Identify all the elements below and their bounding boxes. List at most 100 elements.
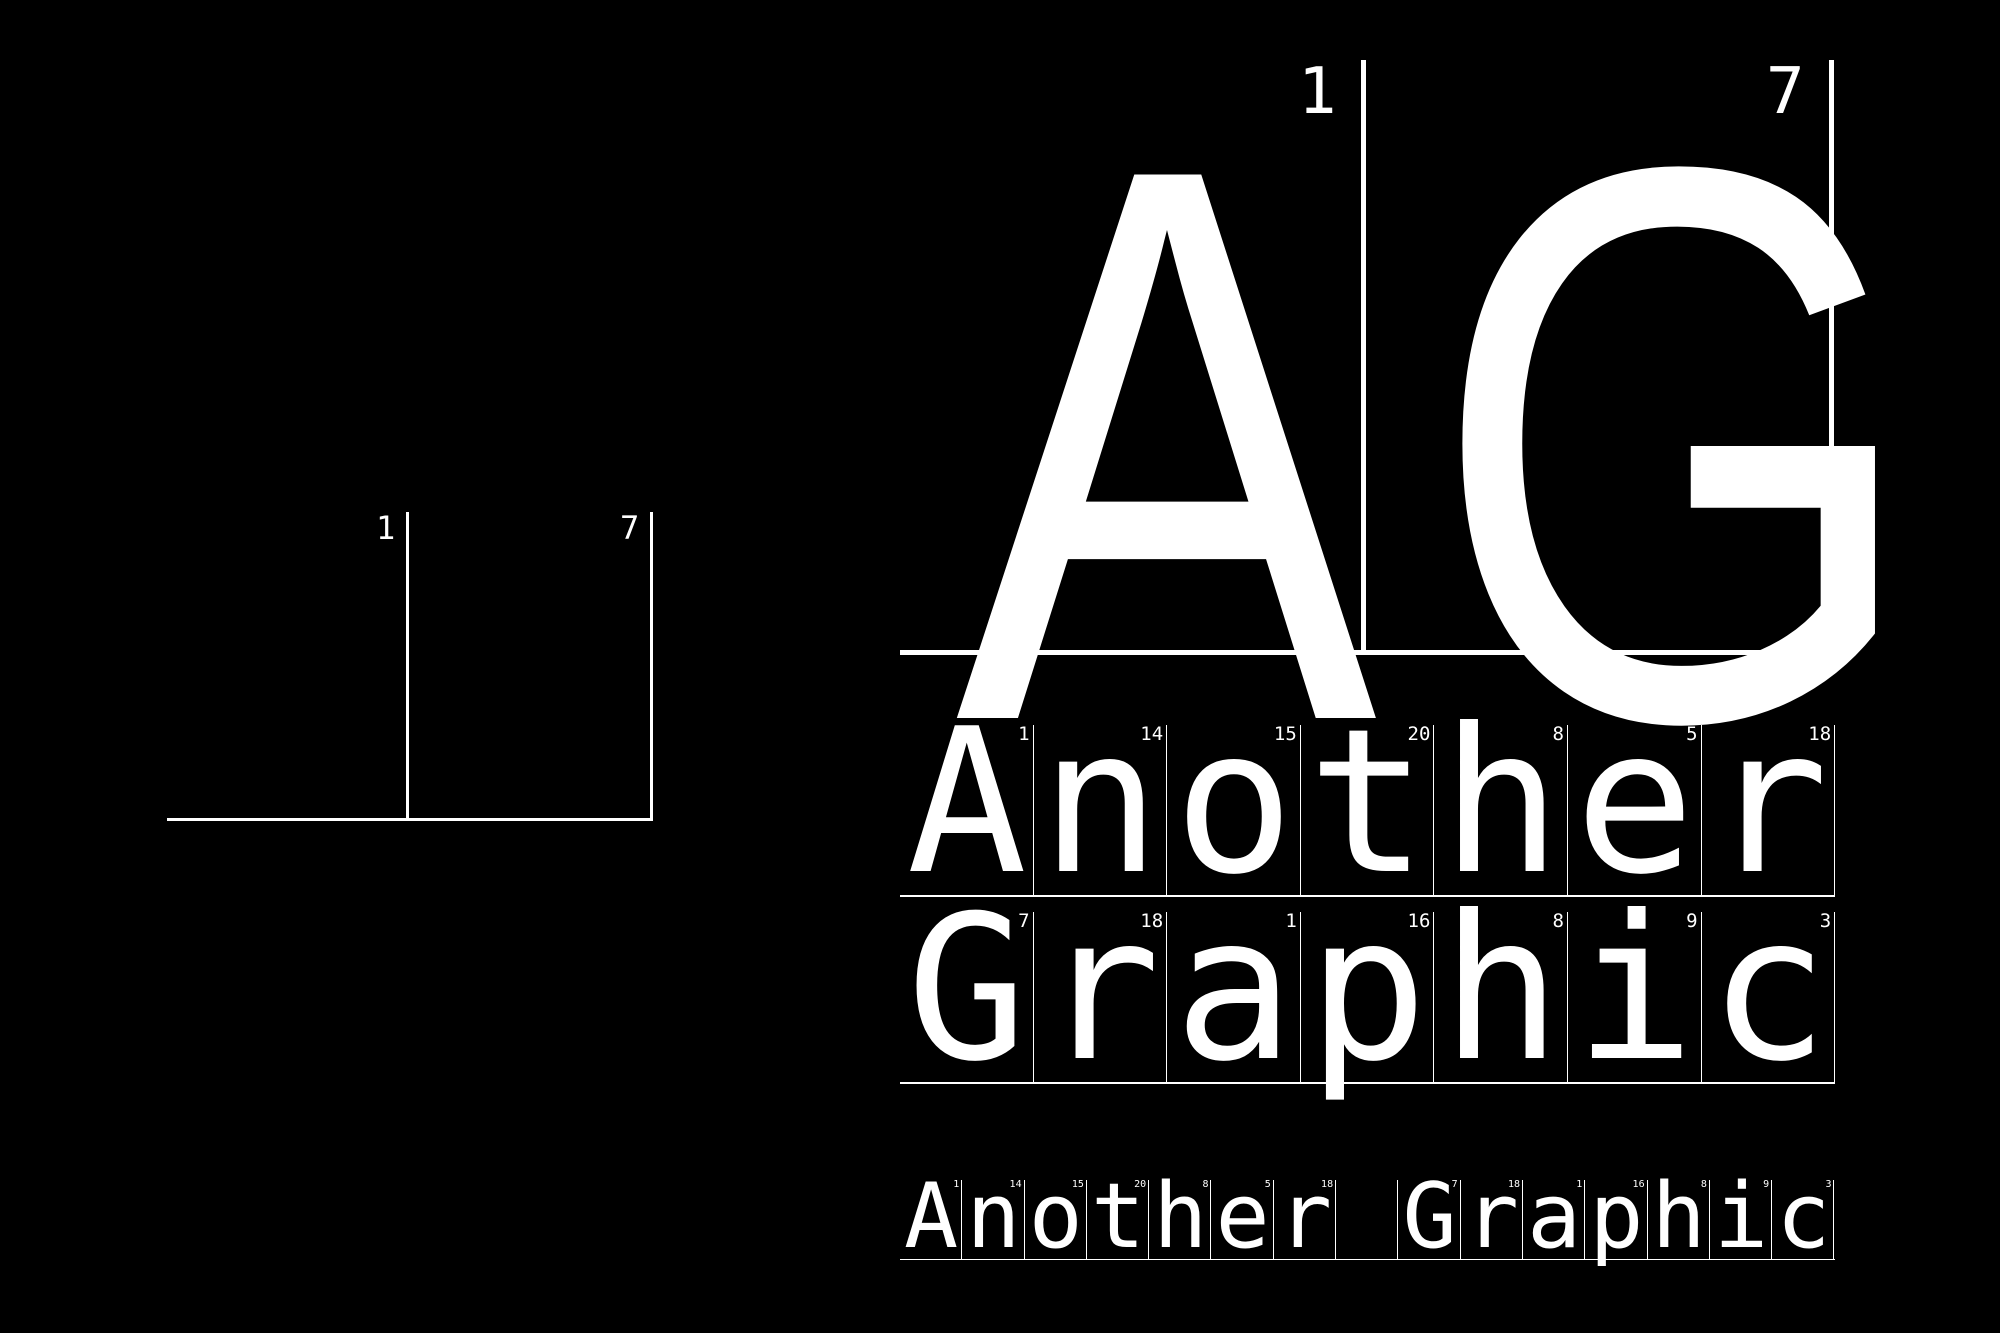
cell-divider [1834,725,1836,897]
letter-glyph: r [1708,686,1829,919]
hero-index-g: 7 [1766,55,1805,129]
cell-divider [1032,912,1034,1084]
small-cell-divider [1771,1180,1773,1260]
letter-index: 8 [1552,910,1564,932]
letter-glyph: c [1708,873,1829,1106]
letter-cell: 18 r [1702,703,1836,903]
letter-index: 7 [1018,910,1030,932]
letter-index: 1 [1285,910,1297,932]
small-letter-glyph: r [1464,1164,1519,1269]
hero-letter-g: G [1430,4,1923,886]
letter-cell: 14 n [1034,703,1168,903]
small-cell-divider [1459,1180,1461,1260]
cell-divider [1032,725,1034,897]
hero-baseline [900,650,1834,655]
letter-glyph: p [1307,873,1428,1106]
letter-glyph: h [1440,686,1562,919]
small-mark-baseline [167,818,653,821]
small-letter-glyph: i [1713,1164,1769,1269]
cell-divider [1700,725,1702,897]
letter-glyph: n [1040,686,1161,919]
small-letter-glyph: c [1776,1164,1831,1269]
small-cell-divider [1335,1180,1337,1260]
small-cell-divider [1521,1180,1523,1260]
small-cell-divider [1085,1180,1087,1260]
word-row-baseline [900,1082,1836,1084]
small-letter-index: 14 [1009,1179,1022,1190]
letter-index: 3 [1819,910,1832,932]
small-letter-glyph: A [904,1164,959,1269]
cell-divider [1566,725,1568,897]
word-row-another: 1 A 14 n 15 o 20 t 8 h 5 e 18 r [900,703,1836,903]
small-cell-divider [1833,1180,1835,1260]
small-letter-index: 1 [1576,1179,1583,1190]
letter-glyph: G [906,873,1027,1106]
cell-divider [1166,725,1168,897]
small-letter-glyph: r [1277,1164,1333,1269]
small-letter-index: 1 [953,1179,960,1190]
small-letter-index: 9 [1763,1179,1770,1190]
small-mark-divider-2 [650,512,653,820]
letter-index: 8 [1552,723,1564,745]
small-letter-index: 7 [1451,1179,1458,1190]
small-letter-glyph: o [1028,1164,1083,1269]
letter-glyph: h [1440,873,1562,1106]
small-letter-index: 18 [1321,1179,1334,1190]
small-cell-divider [1272,1180,1274,1260]
small-mark-divider-1 [406,512,409,820]
word-row-graphic: 7 G 18 r 1 a 16 p 8 h 9 i 3 c [900,890,1836,1090]
hero-divider-1 [1361,60,1366,655]
small-letter-glyph: t [1090,1164,1146,1269]
small-letter-cell: 18 r [1274,1172,1337,1262]
small-letter-index: 16 [1632,1179,1645,1190]
letter-glyph: o [1173,686,1295,919]
letter-index: 20 [1407,723,1431,745]
small-cell-divider [1646,1180,1648,1260]
small-letter-glyph: G [1402,1164,1457,1269]
cell-divider [1700,912,1702,1084]
hero-index-a: 1 [1298,55,1337,129]
letter-index: 18 [1808,723,1832,745]
letter-glyph: A [906,686,1027,919]
letter-index: 18 [1140,910,1164,932]
small-letter-glyph: h [1651,1164,1706,1269]
small-cell-divider [1584,1180,1586,1260]
small-letter-glyph: p [1589,1164,1644,1269]
small-letter-cell: 16 p [1585,1172,1648,1262]
letter-glyph: a [1173,873,1295,1106]
small-line-baseline [900,1259,1835,1260]
letter-glyph: r [1040,873,1161,1106]
small-letter-glyph: a [1527,1164,1582,1269]
small-cell-divider [1708,1180,1710,1260]
small-letter-cell: 14 n [962,1172,1025,1262]
small-letter-index: 5 [1264,1179,1271,1190]
small-letter-index: 20 [1134,1179,1147,1190]
word-row-baseline [900,895,1836,897]
letter-cell: 16 p [1301,890,1435,1090]
cell-divider [1299,912,1301,1084]
small-letter-cell: 20 t [1087,1172,1150,1262]
cell-divider [1834,912,1836,1084]
small-letter-glyph: e [1215,1164,1270,1269]
small-word-row: 1 A 14 n 15 o 20 t 8 h 5 e 18 r 7 G 18 r 1 a 16 p 8 h 9 i 3 c [900,1172,1835,1262]
small-letter-index: 8 [1202,1179,1209,1190]
small-mark-index-1: 1 [376,509,396,547]
letter-cell: 15 o [1167,703,1301,903]
cell-divider [1433,912,1435,1084]
small-letter-glyph: h [1153,1164,1208,1269]
letter-cell: 20 t [1301,703,1435,903]
small-cell-divider [1210,1180,1212,1260]
small-cell-divider [961,1180,963,1260]
hero-divider-2 [1829,60,1834,655]
